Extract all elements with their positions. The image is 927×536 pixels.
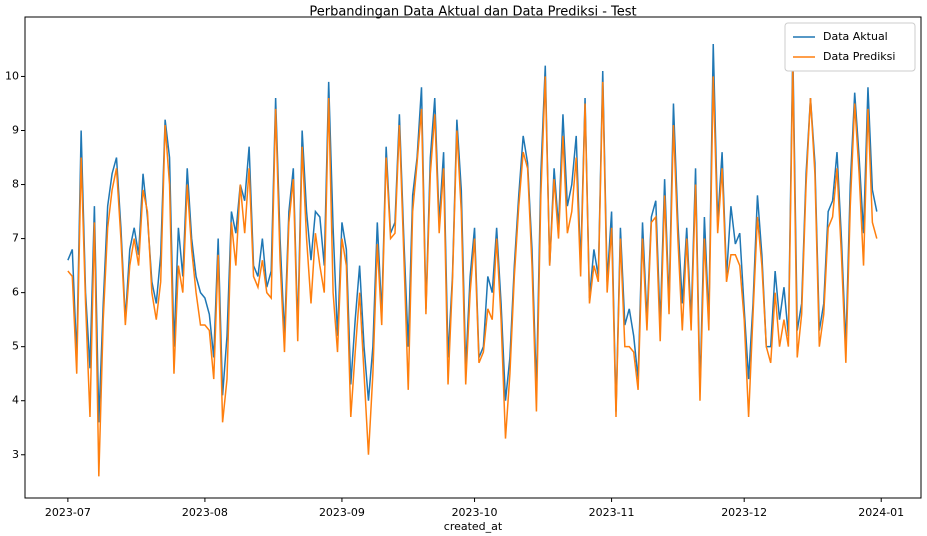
y-tick-label: 10 <box>5 69 19 82</box>
plot-frame <box>24 16 922 499</box>
y-tick-label: 8 <box>12 178 19 191</box>
y-tick-label: 4 <box>12 394 19 407</box>
x-axis-label: created_at <box>444 520 503 533</box>
y-tick-label: 3 <box>12 448 19 461</box>
x-tick-label: 2023-08 <box>182 506 228 519</box>
chart-title: Perbandingan Data Aktual dan Data Predik… <box>309 5 636 20</box>
legend-label: Data Aktual <box>823 30 888 43</box>
x-tick-label: 2023-12 <box>721 506 767 519</box>
x-tick-label: 2023-09 <box>319 506 365 519</box>
legend-label: Data Prediksi <box>823 50 895 63</box>
y-tick-label: 5 <box>12 340 19 353</box>
data-line <box>67 44 878 423</box>
x-tick-label: 2023-11 <box>589 506 635 519</box>
data-line <box>67 65 878 477</box>
y-tick-label: 9 <box>12 123 19 136</box>
legend-box <box>784 22 916 72</box>
x-tick-label: 2023-07 <box>45 506 91 519</box>
y-tick-label: 6 <box>12 286 19 299</box>
x-tick-label: 2023-10 <box>452 506 498 519</box>
y-tick-label: 7 <box>12 232 19 245</box>
x-tick-label: 2024-01 <box>858 506 904 519</box>
